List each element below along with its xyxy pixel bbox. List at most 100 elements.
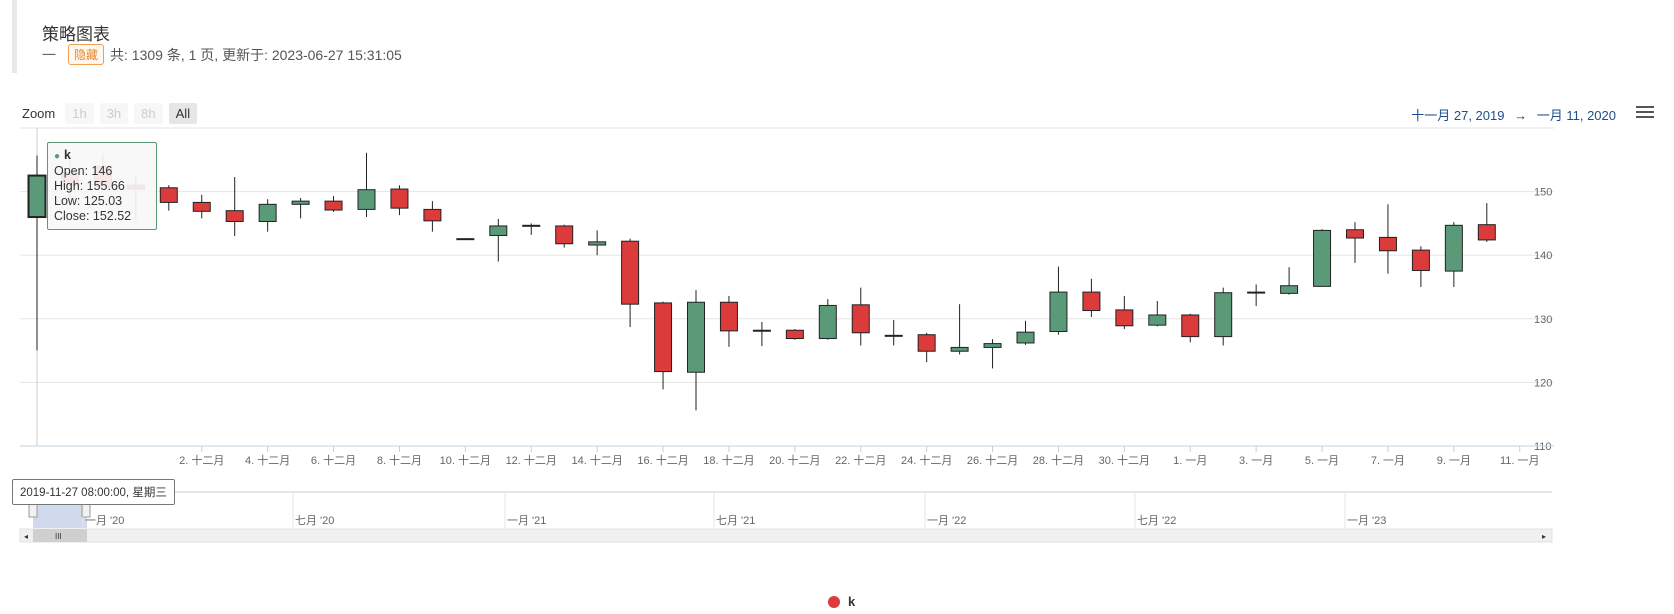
candle-body[interactable] <box>291 200 310 205</box>
page-title: 策略图表 <box>42 25 110 44</box>
candle-body[interactable] <box>258 203 277 222</box>
candle-body[interactable] <box>1313 229 1332 287</box>
candle-body[interactable] <box>588 241 607 246</box>
candle-body[interactable] <box>27 174 47 219</box>
candle-body[interactable] <box>225 210 244 222</box>
candle-body[interactable] <box>1181 314 1200 338</box>
zoom-3h-button[interactable]: 3h <box>99 103 129 124</box>
x-tick-label: 24. 十二月 <box>901 453 952 467</box>
tooltip-open: Open: 146 <box>54 164 113 178</box>
scroll-right-arrow-icon[interactable]: ▸ <box>1542 532 1546 541</box>
x-tick-label: 3. 一月 <box>1239 455 1273 467</box>
x-tick-label: 16. 十二月 <box>637 453 688 467</box>
chart-header: 策略图表 一 隐藏 共: 1309 条, 1 页, 更新于: 2023-06-2… <box>12 0 1667 73</box>
candle-body[interactable] <box>1378 236 1397 252</box>
candle-body[interactable] <box>687 301 705 373</box>
candle-body[interactable] <box>1016 331 1035 344</box>
candle-body[interactable] <box>159 187 178 203</box>
candle-body[interactable] <box>983 343 1002 348</box>
summary-text: 共: 1309 条, 1 页, 更新于: 2023-06-27 15:31:05 <box>110 46 402 63</box>
x-tick-label: 10. 十二月 <box>440 453 491 467</box>
navigator-label: 七月 '21 <box>716 514 755 527</box>
series-dot-icon: ● <box>54 151 61 162</box>
candle-body[interactable] <box>1148 314 1167 326</box>
candle-body[interactable] <box>884 334 903 337</box>
x-tick-label: 8. 十二月 <box>377 453 422 467</box>
zoom-label: Zoom <box>22 106 56 121</box>
candle-body[interactable] <box>621 240 640 305</box>
candle-body[interactable] <box>192 201 211 212</box>
tooltip-series: k <box>64 148 71 162</box>
x-tick-label: 18. 十二月 <box>703 453 754 467</box>
candle-body[interactable] <box>752 329 771 332</box>
x-tick-label: 6. 十二月 <box>311 453 356 467</box>
candle-body[interactable] <box>1049 291 1068 333</box>
y-tick-label: 120 <box>1534 377 1552 389</box>
summary-line: 一 隐藏 共: 1309 条, 1 页, 更新于: 2023-06-27 15:… <box>42 44 402 65</box>
candle-body[interactable] <box>818 304 837 340</box>
x-tick-label: 14. 十二月 <box>571 453 622 467</box>
candle-body[interactable] <box>1214 292 1233 338</box>
x-tick-label: 1. 一月 <box>1173 455 1207 467</box>
candle-body[interactable] <box>522 224 541 227</box>
candle-body[interactable] <box>423 208 442 222</box>
x-tick-label: 4. 十二月 <box>245 453 290 467</box>
chart-tooltip: ● k Open: 146 High: 155.66 Low: 125.03 Cl… <box>47 142 157 230</box>
scrollbar-thumb[interactable] <box>33 529 87 542</box>
navigator-label: 一月 '20 <box>85 515 124 527</box>
y-tick-label: 130 <box>1534 314 1552 326</box>
candle-body[interactable] <box>1247 291 1266 294</box>
x-tick-label: 5. 一月 <box>1305 455 1339 467</box>
candle-body[interactable] <box>357 189 376 210</box>
y-tick-label: 150 <box>1534 187 1552 199</box>
tooltip-high: High: 155.66 <box>54 179 125 193</box>
navigator-label: 一月 '21 <box>507 515 546 527</box>
zoom-1h-button[interactable]: 1h <box>65 103 94 124</box>
x-tick-label: 11. 一月 <box>1500 455 1540 467</box>
scrollbar-track[interactable] <box>19 528 1553 543</box>
candle-body[interactable] <box>1477 224 1496 241</box>
hamburger-menu-icon[interactable] <box>1636 106 1654 121</box>
hide-badge[interactable]: 隐藏 <box>68 44 105 65</box>
collapse-toggle[interactable]: 一 <box>42 46 56 63</box>
navigator-label: 一月 '22 <box>927 515 966 527</box>
candle-body[interactable] <box>456 238 475 241</box>
zoom-8h-button[interactable]: 8h <box>134 103 163 124</box>
y-tick-label: 110 <box>1534 441 1552 453</box>
candle-body[interactable] <box>1444 224 1463 272</box>
candle-body[interactable] <box>719 301 738 332</box>
candle-body[interactable] <box>324 200 343 211</box>
candle-body[interactable] <box>1411 249 1430 271</box>
candle-body[interactable] <box>390 188 409 209</box>
candle-body[interactable] <box>1346 229 1364 239</box>
crosshair-date-label: 2019-11-27 08:00:00, 星期三 <box>12 479 175 505</box>
candle-body[interactable] <box>555 225 574 245</box>
candle-body[interactable] <box>489 225 508 236</box>
candle-body[interactable] <box>1280 285 1299 294</box>
candle-body[interactable] <box>851 304 870 334</box>
x-tick-label: 20. 十二月 <box>769 453 820 467</box>
tooltip-close: Close: 152.52 <box>54 209 132 223</box>
scroll-left-arrow-icon[interactable]: ◂ <box>24 532 28 541</box>
candle-body[interactable] <box>654 302 673 373</box>
zoom-all-button[interactable]: All <box>168 103 198 124</box>
candle-body[interactable] <box>917 334 936 352</box>
x-tick-label: 9. 一月 <box>1437 455 1471 467</box>
legend-item-k[interactable]: k <box>828 594 855 609</box>
navigator-label: 七月 '20 <box>295 514 334 527</box>
y-tick-label: 140 <box>1534 250 1552 262</box>
range-from[interactable]: 十一月 27, 2019 <box>1411 108 1505 123</box>
x-tick-label: 7. 一月 <box>1371 455 1405 467</box>
candle-body[interactable] <box>1082 291 1101 312</box>
range-arrow: → <box>1514 108 1528 123</box>
candle-body[interactable] <box>1115 309 1134 327</box>
x-tick-label: 28. 十二月 <box>1033 453 1084 467</box>
x-tick-label: 22. 十二月 <box>835 453 886 467</box>
candle-body[interactable] <box>785 329 804 340</box>
candle-body[interactable] <box>950 346 969 352</box>
navigator-left-handle[interactable] <box>28 502 38 518</box>
range-to[interactable]: 一月 11, 2020 <box>1536 108 1616 123</box>
zoom-controls: Zoom 1h 3h 8h All <box>22 103 198 124</box>
x-tick-label: 2. 十二月 <box>179 453 224 467</box>
